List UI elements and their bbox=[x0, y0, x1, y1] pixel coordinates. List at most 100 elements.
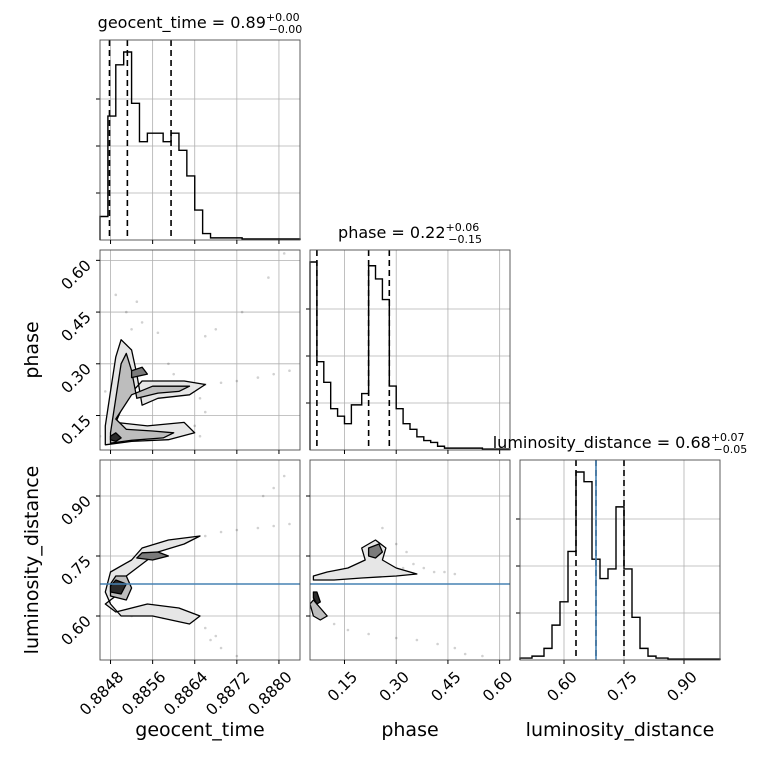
x-tick-label: 0.8856 bbox=[118, 668, 169, 719]
sample-point bbox=[198, 434, 202, 438]
y-tick-label: 0.30 bbox=[58, 360, 95, 397]
sample-point bbox=[453, 572, 457, 576]
x-tick-label: 0.60 bbox=[479, 668, 516, 705]
sample-point bbox=[381, 526, 384, 530]
contour-level bbox=[109, 432, 122, 443]
histogram-luminosity_distance bbox=[519, 471, 721, 660]
panel-geocent_time-phase bbox=[100, 252, 291, 446]
y-axis-label-phase: phase bbox=[21, 321, 43, 378]
y-tick-label: 0.75 bbox=[58, 552, 95, 589]
sample-point bbox=[267, 276, 270, 279]
sample-point bbox=[367, 632, 370, 636]
sample-point bbox=[256, 526, 260, 530]
sample-point bbox=[394, 636, 398, 640]
contour-level bbox=[130, 366, 149, 379]
data-layer bbox=[99, 40, 721, 660]
sample-point bbox=[219, 646, 223, 650]
sample-point bbox=[198, 396, 202, 400]
sample-point bbox=[156, 331, 160, 335]
sample-point bbox=[282, 474, 286, 478]
sample-point bbox=[443, 570, 446, 574]
sample-point bbox=[282, 252, 286, 255]
sample-point bbox=[235, 379, 239, 383]
sample-point bbox=[219, 530, 223, 534]
sample-point bbox=[193, 424, 197, 428]
sample-point bbox=[140, 321, 144, 324]
panel-title-luminosity_distance: luminosity_distance = 0.68+0.07 −0.05 bbox=[493, 431, 748, 456]
title-main: phase = 0.22 bbox=[338, 223, 445, 242]
panel-title-phase: phase = 0.22+0.06 −0.15 bbox=[338, 221, 482, 246]
sample-point bbox=[125, 310, 128, 314]
sample-point bbox=[135, 300, 139, 304]
title-upper: +0.06 bbox=[446, 221, 480, 234]
x-tick-label: 0.8872 bbox=[203, 668, 254, 719]
sample-point bbox=[272, 524, 275, 528]
panel-frame bbox=[99, 249, 301, 451]
sample-point bbox=[203, 410, 207, 414]
sample-point bbox=[415, 638, 419, 642]
contour-level bbox=[367, 543, 384, 559]
x-tick-label: 0.75 bbox=[604, 668, 641, 705]
title-upper: +0.07 bbox=[711, 431, 745, 444]
y-tick-label: 0.45 bbox=[58, 308, 95, 345]
contour-level bbox=[310, 599, 328, 621]
x-tick-label: 0.45 bbox=[428, 668, 465, 705]
sample-point bbox=[453, 646, 457, 650]
sample-point bbox=[114, 293, 118, 297]
title-main: geocent_time = 0.89 bbox=[98, 13, 266, 33]
sample-point bbox=[240, 310, 244, 314]
x-tick-label: 0.8848 bbox=[76, 668, 127, 719]
sample-point bbox=[405, 550, 408, 554]
panel-title-geocent_time: geocent_time = 0.89+0.00 −0.00 bbox=[98, 11, 303, 36]
y-tick-label: 0.60 bbox=[58, 612, 95, 649]
panel-frame-geocent_time bbox=[99, 39, 301, 241]
title-upper: +0.00 bbox=[266, 11, 300, 24]
sample-point bbox=[272, 372, 275, 376]
sample-point bbox=[436, 642, 439, 646]
frame-layer bbox=[96, 39, 721, 664]
sample-point bbox=[209, 638, 212, 642]
sample-point bbox=[219, 381, 223, 385]
sample-point bbox=[214, 634, 218, 638]
sample-point bbox=[288, 522, 291, 526]
grid-layer bbox=[100, 40, 720, 660]
panel-frame bbox=[99, 459, 301, 661]
histogram-phase bbox=[309, 261, 511, 450]
sample-point bbox=[401, 566, 405, 570]
sample-point bbox=[481, 654, 484, 658]
sample-point bbox=[463, 652, 467, 656]
x-axis-label-luminosity_distance: luminosity_distance bbox=[526, 719, 715, 741]
sample-point bbox=[256, 376, 260, 379]
panel-phase-luminosity_distance bbox=[310, 526, 510, 658]
sample-point bbox=[422, 566, 426, 570]
x-tick-label: 0.15 bbox=[324, 668, 361, 705]
sample-point bbox=[203, 534, 207, 538]
x-tick-label: 0.8880 bbox=[245, 668, 296, 719]
title-lower: −0.05 bbox=[714, 443, 748, 456]
sample-point bbox=[167, 362, 170, 366]
histogram-geocent_time bbox=[99, 51, 301, 240]
title-lower: −0.15 bbox=[448, 233, 482, 246]
sample-point bbox=[130, 328, 133, 331]
contour-level bbox=[312, 591, 321, 605]
sample-point bbox=[432, 570, 436, 574]
sample-point bbox=[235, 654, 239, 658]
sample-point bbox=[412, 562, 415, 566]
y-tick-label: 0.15 bbox=[58, 412, 95, 449]
y-tick-label: 0.90 bbox=[58, 492, 95, 529]
sample-point bbox=[261, 494, 265, 498]
sample-point bbox=[172, 372, 175, 376]
x-axis-label-geocent_time: geocent_time bbox=[135, 719, 264, 741]
contour-level bbox=[109, 352, 191, 444]
y-axis-label-luminosity_distance: luminosity_distance bbox=[21, 466, 43, 655]
sample-point bbox=[203, 334, 207, 338]
sample-point bbox=[394, 542, 398, 546]
contour-level bbox=[136, 551, 170, 561]
panel-frame-luminosity_distance bbox=[519, 459, 721, 661]
sample-point bbox=[203, 626, 207, 630]
sample-point bbox=[288, 369, 291, 372]
sample-point bbox=[103, 390, 107, 393]
x-axis-label-phase: phase bbox=[381, 719, 438, 741]
title-lower: −0.00 bbox=[269, 23, 303, 36]
